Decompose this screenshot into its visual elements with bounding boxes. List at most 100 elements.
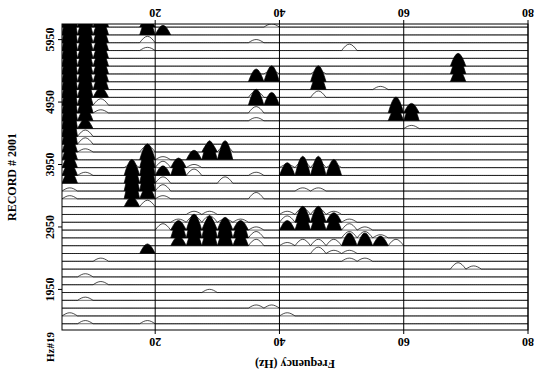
trace-cell (217, 261, 233, 262)
trace-cell (140, 321, 156, 324)
trace-cell (155, 58, 171, 59)
trace-cell (373, 206, 389, 207)
trace-cell (155, 284, 171, 285)
trace-cell (357, 222, 373, 223)
trace-cell (512, 230, 528, 231)
trace-cell (419, 300, 435, 301)
trace-cell (404, 167, 420, 168)
trace-cell (419, 112, 435, 113)
trace-cell (481, 183, 497, 184)
trace-cell (373, 97, 389, 98)
trace-cell (388, 198, 404, 199)
trace-cell (326, 42, 342, 43)
trace-cell (512, 222, 528, 223)
trace-cell (233, 34, 249, 35)
trace-cell (217, 146, 233, 152)
trace-cell (373, 86, 389, 89)
trace-cell (155, 292, 171, 293)
trace-cell (404, 245, 420, 246)
trace-cell (311, 91, 327, 97)
trace-cell (233, 159, 249, 160)
trace-cell (233, 276, 249, 277)
trace-cell (109, 175, 125, 176)
trace-baseline (62, 97, 528, 98)
trace-cell (155, 224, 171, 230)
trace-cell (62, 323, 78, 324)
trace-cell (109, 191, 125, 192)
trace-cell (62, 269, 78, 270)
trace-cell (512, 112, 528, 113)
trace-cell (295, 66, 311, 67)
trace-cell (419, 323, 435, 324)
trace-cell (279, 42, 295, 43)
trace-cell (202, 211, 218, 214)
trace-cell (93, 214, 109, 215)
trace-cell (109, 276, 125, 277)
trace-cell (279, 34, 295, 35)
x-tick-label: 80 (522, 335, 534, 349)
trace-baseline (62, 276, 528, 277)
trace-cell (93, 282, 109, 285)
trace-cell (248, 69, 264, 82)
trace-cell (78, 191, 94, 192)
trace-cell (186, 144, 202, 145)
trace-cell (93, 276, 109, 277)
trace-cell (78, 198, 94, 199)
trace-cell (419, 175, 435, 176)
trace-cell (279, 261, 295, 262)
trace-cell (466, 152, 482, 153)
trace-cell (279, 206, 295, 207)
trace-cell (62, 222, 78, 223)
trace-cell (388, 315, 404, 316)
trace-cell (171, 89, 187, 90)
trace-cell (450, 261, 466, 262)
trace-cell (233, 112, 249, 113)
trace-cell (78, 315, 94, 316)
trace-cell (202, 216, 218, 222)
trace-cell (481, 112, 497, 113)
trace-cell (326, 211, 342, 214)
trace-cell (155, 166, 171, 176)
trace-cell (202, 66, 218, 67)
trace-cell (388, 206, 404, 207)
trace-cell (171, 128, 187, 129)
trace-cell (295, 284, 311, 285)
trace-cell (466, 105, 482, 106)
trace-cell (140, 284, 156, 285)
trace-cell (481, 315, 497, 316)
trace-cell (342, 66, 358, 67)
trace-cell (481, 66, 497, 67)
trace-cell (373, 34, 389, 35)
trace-baseline (62, 105, 528, 106)
trace-cell (155, 206, 171, 207)
trace-cell (217, 34, 233, 35)
trace-cell (342, 308, 358, 309)
trace-cell (342, 112, 358, 113)
trace-cell (279, 242, 295, 245)
trace-cell (311, 237, 327, 238)
trace-cell (450, 136, 466, 137)
trace-cell (450, 323, 466, 324)
trace-cell (466, 300, 482, 301)
trace-cell (202, 261, 218, 262)
trace-cell (264, 167, 280, 168)
trace-cell (419, 183, 435, 184)
trace-cell (78, 167, 94, 168)
trace-cell (62, 300, 78, 301)
trace-cell (295, 161, 311, 167)
trace-cell (357, 58, 373, 59)
trace-cell (93, 258, 109, 261)
trace-cell (186, 136, 202, 137)
trace-cell (512, 253, 528, 254)
trace-cell (233, 261, 249, 262)
trace-cell (450, 112, 466, 113)
trace-cell (342, 276, 358, 277)
trace-cell (388, 175, 404, 176)
trace-cell (466, 191, 482, 192)
trace-cell (217, 198, 233, 199)
trace-cell (404, 73, 420, 74)
trace-cell (279, 164, 295, 167)
trace-cell (264, 128, 280, 129)
trace-cell (512, 27, 528, 28)
trace-cell (450, 245, 466, 246)
